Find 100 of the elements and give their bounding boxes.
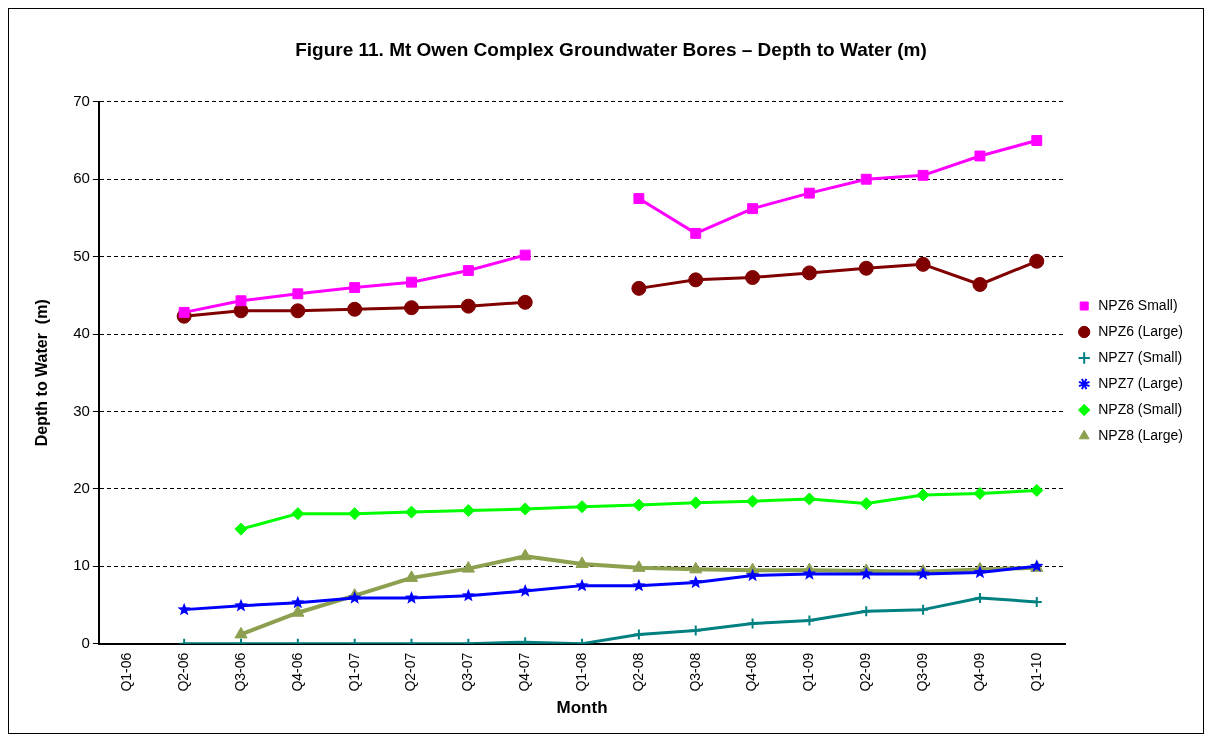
point (575, 578, 589, 592)
point (291, 605, 305, 617)
point (517, 294, 533, 310)
point (916, 488, 930, 502)
x-tick-label: Q3-08 (686, 652, 703, 692)
point (689, 561, 703, 574)
chart-title: Figure 11. Mt Owen Complex Groundwater Bores – Depth to Water (m) (295, 38, 927, 60)
point (405, 505, 419, 519)
x-tick-label: Q3-07 (459, 652, 476, 692)
x-tick-label: Q2-09 (857, 652, 874, 692)
point (917, 603, 930, 616)
point (518, 584, 532, 597)
point (404, 591, 419, 604)
point (234, 522, 248, 536)
legend-label: NPZ7 (Small) (1098, 348, 1183, 365)
point (746, 494, 760, 508)
point (234, 598, 248, 612)
point (916, 567, 930, 580)
y-tick-label: 10 (73, 556, 90, 574)
y-tick-label: 60 (73, 169, 90, 187)
point (632, 578, 646, 592)
point (518, 548, 532, 561)
point (801, 265, 817, 281)
y-tick-label: 50 (73, 246, 90, 264)
point (802, 567, 817, 580)
point (860, 173, 872, 185)
point (404, 570, 419, 582)
x-tick-label: Q3-09 (913, 652, 930, 692)
point (859, 567, 873, 580)
point (747, 203, 759, 215)
x-tick-label: Q4-07 (516, 652, 533, 692)
y-tick-label: 30 (73, 401, 90, 419)
y-axis-title: Depth to Water (m) (33, 299, 51, 447)
x-tick-label: Q1-06 (118, 652, 135, 692)
x-tick-label: Q4-09 (970, 652, 987, 692)
point (633, 193, 645, 205)
point (688, 272, 704, 288)
point (689, 496, 703, 510)
point (235, 295, 247, 307)
x-tick-label: Q2-08 (629, 652, 646, 692)
point (860, 605, 873, 618)
point (859, 497, 873, 511)
legend-label: NPZ8 (Small) (1098, 400, 1183, 417)
x-tick-label: Q2-06 (175, 652, 192, 692)
x-tick-label: Q2-07 (402, 652, 419, 692)
point (973, 565, 987, 579)
y-tick-label: 20 (73, 479, 90, 496)
legend-label: NPZ7 (Large) (1098, 374, 1184, 391)
point (690, 227, 702, 239)
point (917, 169, 929, 181)
point (349, 282, 361, 294)
x-axis-title: Month (556, 698, 608, 718)
point (518, 502, 532, 516)
point (689, 575, 703, 589)
point (461, 588, 476, 602)
point (460, 298, 476, 314)
point (292, 288, 304, 300)
point (406, 276, 417, 288)
x-tick-label: Q1-10 (1027, 652, 1044, 692)
point (347, 301, 363, 317)
point (290, 303, 306, 319)
point (745, 270, 761, 286)
point (291, 507, 305, 521)
point (974, 150, 986, 162)
point (632, 628, 645, 641)
point (972, 276, 988, 292)
point (575, 556, 589, 568)
point (461, 561, 475, 573)
point (802, 492, 816, 506)
point (1031, 135, 1043, 146)
point (1030, 483, 1044, 497)
x-tick-label: Q4-06 (288, 652, 305, 692)
point (745, 568, 760, 582)
point (575, 500, 589, 514)
point (462, 265, 474, 277)
point (348, 507, 362, 521)
y-tick-label: 70 (73, 91, 90, 109)
point (461, 504, 475, 518)
y-tick-label: 0 (81, 633, 90, 651)
point (973, 487, 987, 501)
point (348, 591, 362, 604)
point (803, 187, 815, 199)
point (291, 595, 305, 609)
point (1029, 253, 1045, 269)
point (177, 602, 191, 616)
x-tick-label: Q1-08 (572, 652, 589, 692)
point (746, 617, 759, 630)
point (689, 624, 702, 637)
x-tick-label: Q1-07 (345, 652, 362, 692)
legend-label: NPZ6 Small) (1098, 296, 1178, 313)
point (631, 280, 647, 296)
legend-label: NPZ8 (Large) (1098, 426, 1184, 443)
x-tick-label: Q4-08 (743, 652, 760, 692)
point (178, 306, 190, 318)
x-tick-label: Q3-06 (231, 652, 248, 692)
point (632, 498, 646, 512)
point (519, 249, 531, 261)
x-tick-label: Q1-09 (800, 652, 817, 692)
point (858, 260, 874, 276)
y-tick-label: 40 (73, 324, 90, 342)
